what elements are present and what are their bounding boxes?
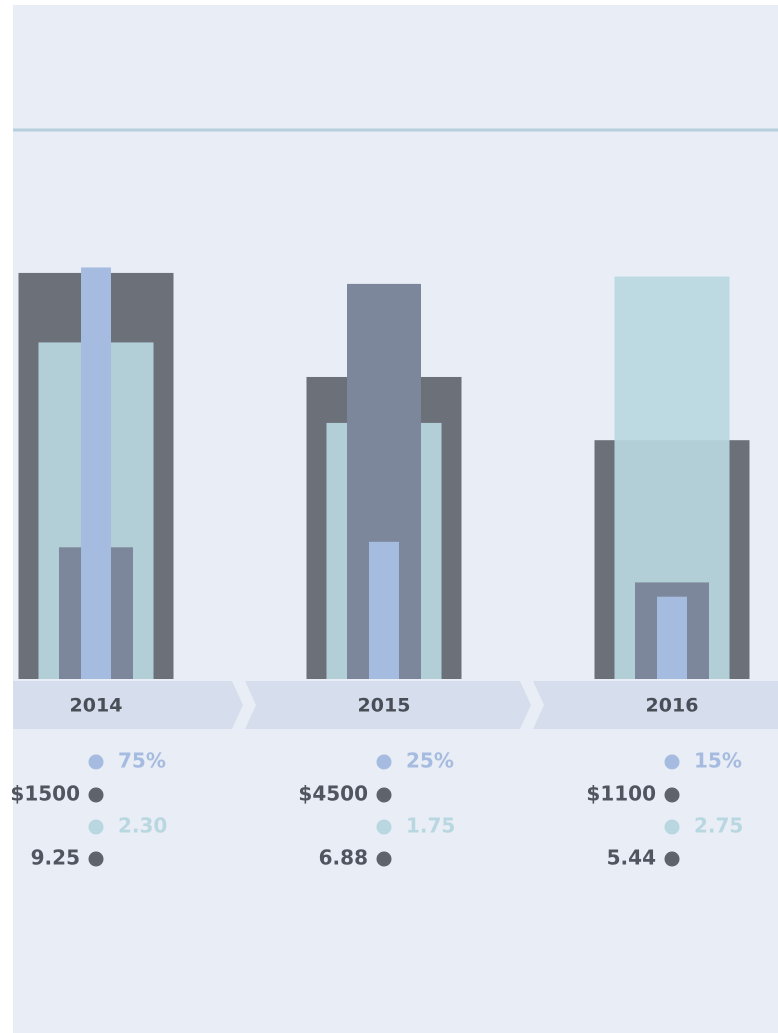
legend-dot (665, 755, 680, 770)
value-label: 5.44 (607, 846, 656, 870)
x-tick-label: 2014 (70, 695, 123, 717)
value-label: 15% (694, 749, 742, 773)
legend-dot (89, 820, 104, 835)
legend-dot (89, 755, 104, 770)
category-band (13, 681, 243, 729)
legend-dot (377, 788, 392, 803)
value-label: 25% (406, 749, 454, 773)
plot-area (19, 267, 750, 679)
value-label: $1500 (10, 782, 80, 806)
value-label: $1100 (586, 782, 656, 806)
x-tick-label: 2016 (646, 695, 699, 717)
x-tick-label: 2015 (358, 695, 411, 717)
value-label: $4500 (298, 782, 368, 806)
legend-dot (377, 755, 392, 770)
bar (657, 597, 687, 679)
legend-dot (89, 788, 104, 803)
bar (369, 542, 399, 679)
legend-dot (89, 852, 104, 867)
value-label: 1.75 (406, 814, 455, 838)
value-label: 6.88 (319, 846, 368, 870)
page: 2014 75% $1500 2.30 9.25 2015 25% $4500 1.75 6.88… (0, 0, 778, 1033)
legend-dot (665, 820, 680, 835)
legend-dot (665, 852, 680, 867)
value-label: 2.30 (118, 814, 167, 838)
legend-dot (377, 852, 392, 867)
legend-dot (377, 820, 392, 835)
chart: 2014 75% $1500 2.30 9.25 2015 25% $4500 1.75 6.88… (0, 0, 778, 1033)
legend-dot (665, 788, 680, 803)
value-label: 75% (118, 749, 166, 773)
value-label: 9.25 (31, 846, 80, 870)
value-label: 2.75 (694, 814, 743, 838)
bar (81, 267, 111, 679)
